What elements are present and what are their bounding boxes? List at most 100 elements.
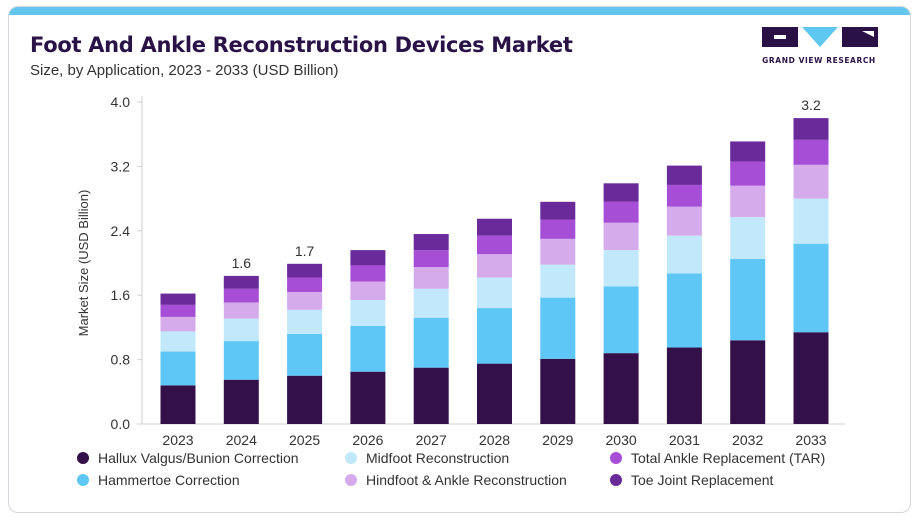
chart-title: Foot And Ankle Reconstruction Devices Ma… [30, 33, 573, 57]
bar-segment [603, 201, 639, 223]
grand-view-research-logo [762, 27, 878, 47]
legend-item: Hammertoe Correction [77, 472, 240, 488]
bar-segment [160, 293, 196, 305]
legend-swatch [610, 452, 622, 464]
bar-segment [160, 351, 196, 386]
bar-segment [730, 185, 766, 218]
x-tick-label: 2027 [416, 432, 447, 448]
legend-swatch [610, 474, 622, 486]
bar-segment [540, 219, 576, 239]
x-tick-label: 2032 [732, 432, 763, 448]
bar-segment [666, 273, 702, 348]
bar-segment [666, 184, 702, 207]
bar-segment [540, 238, 576, 265]
bar-segment [477, 218, 512, 236]
bar-segment [287, 277, 323, 292]
legend-item: Hallux Valgus/Bunion Correction [77, 450, 299, 466]
bar-segment [350, 250, 386, 266]
bar-segment [223, 379, 259, 424]
bar-segment [793, 243, 829, 333]
legend-swatch [77, 452, 89, 464]
bar-segment [666, 235, 702, 274]
legend-item: Midfoot Reconstruction [345, 450, 509, 466]
legend-label: Hammertoe Correction [98, 472, 240, 488]
bar-segment [730, 340, 766, 424]
y-tick-label: 0.0 [111, 416, 131, 432]
bar-segment [666, 206, 702, 236]
bar-segment [477, 254, 512, 278]
bar-segment [540, 297, 576, 359]
bar-segment [350, 265, 386, 282]
data-label: 1.6 [232, 255, 252, 271]
bar-segment [413, 288, 449, 318]
legend-swatch [77, 474, 89, 486]
bar-segment [730, 217, 766, 259]
bar-segment [730, 141, 766, 162]
bar-segment [603, 183, 639, 202]
data-label: 1.7 [295, 243, 315, 259]
x-tick-label: 2023 [162, 432, 193, 448]
x-tick-label: 2024 [226, 432, 257, 448]
data-label: 3.2 [801, 97, 821, 113]
y-tick-label: 1.6 [111, 287, 131, 303]
legend-item: Toe Joint Replacement [610, 472, 773, 488]
legend-swatch [345, 452, 357, 464]
bar-segment [287, 263, 323, 278]
bar-segment [350, 281, 386, 301]
x-tick-label: 2025 [289, 432, 320, 448]
bar-segment [287, 291, 323, 310]
bar-segment [160, 331, 196, 352]
x-tick-label: 2031 [669, 432, 700, 448]
bar-segment [603, 353, 639, 424]
chart-legend: Hallux Valgus/Bunion Correction Midfoot R… [77, 450, 897, 498]
bar-segment [540, 201, 576, 220]
bar-segment [413, 317, 449, 368]
bar-segment [793, 198, 829, 244]
bar-segment [350, 325, 386, 372]
bar-segment [793, 164, 829, 199]
bar-segment [477, 363, 512, 424]
x-tick-label: 2033 [795, 432, 826, 448]
bar-segment [160, 316, 196, 332]
bar-segment [477, 308, 512, 364]
bar-segment [223, 275, 259, 289]
legend-item: Hindfoot & Ankle Reconstruction [345, 472, 567, 488]
legend-swatch [345, 474, 357, 486]
brand-name: GRAND VIEW RESEARCH [762, 56, 876, 65]
bar-segment [603, 250, 639, 287]
x-tick-label: 2028 [479, 432, 510, 448]
bar-segment [540, 358, 576, 424]
bar-segment [730, 161, 766, 186]
legend-label: Total Ankle Replacement (TAR) [631, 450, 826, 466]
legend-item: Total Ankle Replacement (TAR) [610, 450, 825, 466]
y-tick-label: 4.0 [111, 94, 131, 110]
bar-segment [413, 267, 449, 289]
legend-label: Hallux Valgus/Bunion Correction [98, 450, 299, 466]
bar-segment [413, 367, 449, 424]
y-tick-label: 3.2 [111, 158, 131, 174]
bar-segment [413, 250, 449, 268]
bar-segment [793, 332, 829, 424]
legend-label: Hindfoot & Ankle Reconstruction [366, 472, 567, 488]
bar-segment [287, 333, 323, 376]
y-axis-title: Market Size (USD Billion) [76, 190, 91, 337]
x-tick-label: 2030 [606, 432, 637, 448]
y-tick-label: 0.8 [111, 352, 131, 368]
bar-segment [666, 347, 702, 424]
legend-label: Midfoot Reconstruction [366, 450, 510, 466]
bar-segment [477, 277, 512, 309]
bar-segment [223, 318, 259, 342]
bar-segment [287, 309, 323, 334]
bar-segment [160, 385, 196, 424]
bar-segment [540, 264, 576, 298]
bar-segment [730, 258, 766, 341]
bar-segment [287, 375, 323, 424]
bar-segment [350, 300, 386, 326]
x-tick-label: 2029 [542, 432, 573, 448]
x-tick-label: 2026 [352, 432, 383, 448]
bar-segment [603, 222, 639, 251]
accent-bar [9, 7, 910, 15]
bar-segment [223, 302, 259, 319]
bar-segment [223, 288, 259, 303]
